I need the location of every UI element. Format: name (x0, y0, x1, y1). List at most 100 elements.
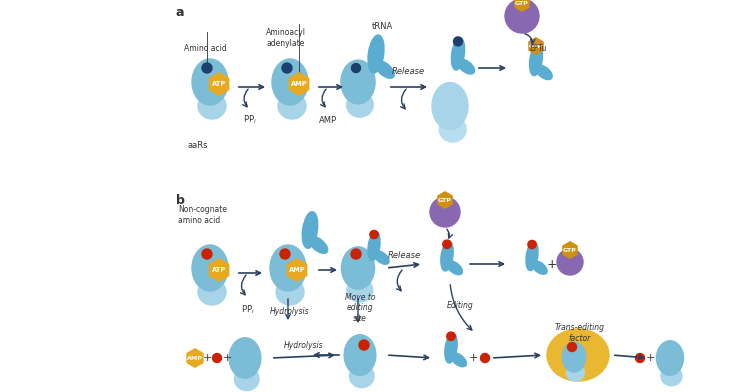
Ellipse shape (347, 93, 373, 117)
Circle shape (213, 354, 222, 363)
Circle shape (280, 249, 290, 259)
Text: PP$_i$: PP$_i$ (243, 114, 257, 126)
Text: Hydrolysis: Hydrolysis (270, 307, 310, 316)
Text: GTP: GTP (563, 247, 577, 252)
Ellipse shape (656, 341, 684, 375)
Ellipse shape (341, 60, 375, 104)
Ellipse shape (452, 38, 465, 70)
Ellipse shape (526, 241, 538, 270)
Ellipse shape (198, 279, 226, 305)
Text: +: + (645, 353, 655, 363)
Text: AMP: AMP (319, 116, 337, 125)
Ellipse shape (661, 366, 682, 386)
Ellipse shape (451, 353, 466, 367)
Text: +: + (202, 353, 212, 363)
Text: Amino acid: Amino acid (184, 44, 227, 53)
Ellipse shape (270, 245, 306, 291)
Text: AMP: AMP (289, 267, 305, 273)
Text: Move to
editing
site: Move to editing site (344, 293, 375, 323)
Text: Trans-editing
factor: Trans-editing factor (555, 323, 605, 343)
Ellipse shape (198, 93, 226, 119)
Ellipse shape (234, 368, 259, 390)
Text: AMP: AMP (187, 356, 203, 361)
Polygon shape (208, 258, 229, 282)
Text: Hydrolysis: Hydrolysis (284, 341, 324, 350)
Ellipse shape (432, 83, 468, 129)
Ellipse shape (368, 231, 380, 261)
Ellipse shape (347, 278, 373, 302)
Ellipse shape (302, 212, 318, 248)
Circle shape (351, 64, 361, 73)
Ellipse shape (272, 59, 308, 105)
Ellipse shape (439, 117, 466, 142)
Text: ATP: ATP (212, 267, 226, 273)
Text: +: + (547, 258, 557, 270)
Polygon shape (437, 191, 453, 209)
Circle shape (481, 354, 490, 363)
Ellipse shape (440, 241, 453, 271)
Ellipse shape (562, 342, 586, 372)
Text: Non-cognate
amino acid: Non-cognate amino acid (178, 205, 227, 225)
Ellipse shape (536, 65, 552, 80)
Circle shape (202, 249, 212, 259)
Polygon shape (186, 348, 204, 368)
Ellipse shape (229, 338, 261, 378)
Text: GTP: GTP (529, 44, 543, 49)
Circle shape (532, 43, 540, 52)
Circle shape (430, 197, 460, 227)
Ellipse shape (192, 245, 228, 291)
Ellipse shape (373, 251, 389, 264)
Ellipse shape (547, 329, 609, 381)
Polygon shape (286, 258, 307, 282)
Circle shape (447, 332, 455, 340)
Text: ATP: ATP (212, 81, 226, 87)
Ellipse shape (530, 44, 542, 76)
Circle shape (557, 249, 583, 275)
Text: GTP: GTP (438, 198, 452, 203)
Ellipse shape (276, 279, 304, 305)
Circle shape (359, 340, 369, 350)
Circle shape (635, 354, 644, 363)
Circle shape (282, 63, 292, 73)
Ellipse shape (368, 35, 384, 73)
Ellipse shape (532, 261, 547, 274)
Polygon shape (208, 72, 229, 96)
Text: EFTu: EFTu (529, 44, 547, 53)
Ellipse shape (278, 93, 306, 119)
Circle shape (443, 240, 451, 249)
Circle shape (370, 230, 378, 239)
Text: aaRs: aaRs (187, 140, 208, 149)
Ellipse shape (375, 60, 394, 78)
Text: AMP: AMP (291, 81, 307, 87)
Text: PP$_i$: PP$_i$ (241, 304, 255, 316)
Text: tRNA: tRNA (371, 22, 393, 31)
Text: Aminoacyl
adenylate: Aminoacyl adenylate (266, 28, 306, 48)
Ellipse shape (344, 335, 376, 375)
Text: GTP: GTP (515, 0, 529, 5)
Circle shape (454, 37, 463, 46)
Ellipse shape (446, 261, 463, 275)
Ellipse shape (350, 365, 374, 388)
Ellipse shape (192, 59, 228, 105)
Text: +: + (222, 353, 231, 363)
Text: +: + (468, 353, 478, 363)
Polygon shape (514, 0, 530, 12)
Text: a: a (176, 5, 185, 18)
Polygon shape (289, 72, 310, 96)
Text: Editing: Editing (446, 301, 473, 310)
Circle shape (505, 0, 539, 33)
Text: b: b (176, 194, 185, 207)
Ellipse shape (458, 59, 475, 74)
Ellipse shape (341, 247, 374, 289)
Circle shape (568, 343, 577, 352)
Circle shape (528, 240, 536, 249)
Polygon shape (562, 241, 578, 259)
Text: Release: Release (388, 252, 420, 261)
Text: Release: Release (391, 67, 425, 76)
Ellipse shape (566, 364, 584, 381)
Circle shape (202, 63, 212, 73)
Ellipse shape (445, 333, 458, 363)
Ellipse shape (309, 236, 328, 253)
Polygon shape (528, 37, 544, 55)
Circle shape (351, 249, 361, 259)
